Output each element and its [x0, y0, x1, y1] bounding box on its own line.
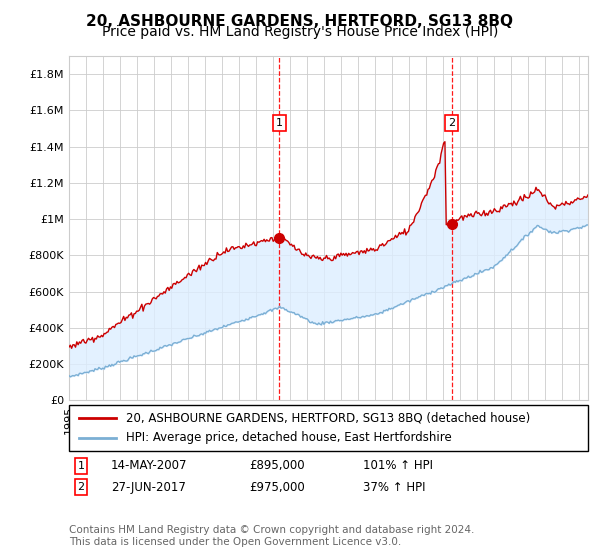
- Text: 101% ↑ HPI: 101% ↑ HPI: [363, 459, 433, 473]
- Text: 2: 2: [77, 482, 85, 492]
- Text: £895,000: £895,000: [249, 459, 305, 473]
- Text: Contains HM Land Registry data © Crown copyright and database right 2024.
This d: Contains HM Land Registry data © Crown c…: [69, 525, 475, 547]
- Text: 1: 1: [276, 118, 283, 128]
- Text: HPI: Average price, detached house, East Hertfordshire: HPI: Average price, detached house, East…: [126, 431, 452, 445]
- Text: 37% ↑ HPI: 37% ↑ HPI: [363, 480, 425, 494]
- Text: 2: 2: [448, 118, 455, 128]
- Text: Price paid vs. HM Land Registry's House Price Index (HPI): Price paid vs. HM Land Registry's House …: [102, 25, 498, 39]
- FancyBboxPatch shape: [69, 405, 588, 451]
- Text: 27-JUN-2017: 27-JUN-2017: [111, 480, 186, 494]
- Text: 20, ASHBOURNE GARDENS, HERTFORD, SG13 8BQ (detached house): 20, ASHBOURNE GARDENS, HERTFORD, SG13 8B…: [126, 411, 530, 424]
- Text: 14-MAY-2007: 14-MAY-2007: [111, 459, 187, 473]
- Text: 20, ASHBOURNE GARDENS, HERTFORD, SG13 8BQ: 20, ASHBOURNE GARDENS, HERTFORD, SG13 8B…: [86, 14, 514, 29]
- Text: £975,000: £975,000: [249, 480, 305, 494]
- Text: 1: 1: [77, 461, 85, 471]
